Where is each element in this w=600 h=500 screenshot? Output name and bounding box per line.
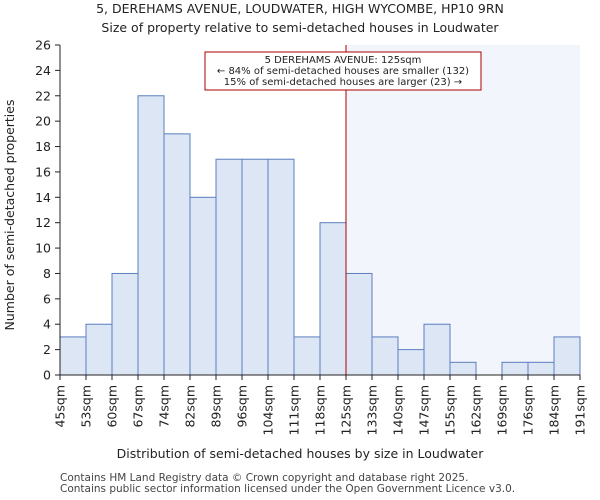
larger-region-background xyxy=(346,45,580,375)
bar-82sqm xyxy=(189,196,217,376)
bar-147sqm xyxy=(423,323,451,376)
y-tick-label-14: 14 xyxy=(35,190,51,205)
x-tick-label-104sqm: 104sqm xyxy=(261,385,276,435)
bar-125sqm xyxy=(345,272,373,376)
bar-60sqm xyxy=(111,272,139,376)
x-tick-label-125sqm: 125sqm xyxy=(339,385,354,435)
x-tick-label-184sqm: 184sqm xyxy=(547,385,562,435)
x-axis-ticks: 45sqm 53sqm 60sqm 67sqm 74sqm 82sqm 89sqm 96sqm… xyxy=(53,375,588,435)
x-tick-label-140sqm: 140sqm xyxy=(391,385,406,435)
y-tick-label-8: 8 xyxy=(43,266,51,281)
x-tick-label-118sqm: 118sqm xyxy=(313,385,328,435)
x-tick-label-155sqm: 155sqm xyxy=(443,385,458,435)
chart-title: 5, DEREHAMS AVENUE, LOUDWATER, HIGH WYCO… xyxy=(96,1,504,16)
x-tick-label-45sqm: 45sqm xyxy=(53,385,68,428)
x-tick-label-89sqm: 89sqm xyxy=(209,385,224,428)
x-tick-label-162sqm: 162sqm xyxy=(469,385,484,435)
bar-45sqm xyxy=(59,336,87,376)
x-tick-label-60sqm: 60sqm xyxy=(105,385,120,428)
footer-line-2: Contains public sector information licen… xyxy=(60,483,516,495)
y-tick-label-2: 2 xyxy=(43,342,51,357)
bar-74sqm xyxy=(163,133,191,376)
bar-155sqm xyxy=(449,361,477,376)
y-tick-label-20: 20 xyxy=(35,114,51,129)
x-tick-label-74sqm: 74sqm xyxy=(157,385,172,428)
footer-line-1: Contains HM Land Registry data © Crown c… xyxy=(60,472,469,484)
annotation-box: 5 DEREHAMS AVENUE: 125sqm ← 84% of semi-… xyxy=(204,51,482,91)
y-axis-label: Number of semi-detached properties xyxy=(2,100,17,331)
y-tick-label-16: 16 xyxy=(35,164,51,179)
bar-53sqm xyxy=(85,323,113,376)
bar-176sqm xyxy=(527,361,555,376)
x-tick-label-176sqm: 176sqm xyxy=(521,385,536,435)
annotation-line-2: ← 84% of semi-detached houses are smalle… xyxy=(217,66,469,77)
x-axis-label: Distribution of semi-detached houses by … xyxy=(117,446,485,461)
bar-118sqm xyxy=(319,222,347,376)
y-tick-label-6: 6 xyxy=(43,291,51,306)
bar-140sqm xyxy=(397,349,425,376)
x-tick-label-133sqm: 133sqm xyxy=(365,385,380,435)
bar-96sqm xyxy=(241,158,269,376)
x-tick-label-67sqm: 67sqm xyxy=(131,385,146,428)
bar-104sqm xyxy=(267,158,295,376)
y-tick-label-0: 0 xyxy=(43,368,51,383)
bar-89sqm xyxy=(215,158,243,376)
bar-133sqm xyxy=(371,336,399,376)
x-tick-label-191sqm: 191sqm xyxy=(573,385,588,435)
y-tick-label-4: 4 xyxy=(43,317,51,332)
x-tick-label-82sqm: 82sqm xyxy=(183,385,198,428)
chart-subtitle: Size of property relative to semi-detach… xyxy=(101,20,499,35)
y-tick-label-26: 26 xyxy=(35,38,51,53)
annotation-frame xyxy=(204,51,482,91)
bars xyxy=(59,95,581,376)
x-tick-label-147sqm: 147sqm xyxy=(417,385,432,435)
y-tick-label-24: 24 xyxy=(35,63,51,78)
x-tick-label-96sqm: 96sqm xyxy=(235,385,250,428)
bar-169sqm xyxy=(501,361,529,376)
bar-111sqm xyxy=(293,336,321,376)
y-tick-label-18: 18 xyxy=(35,139,51,154)
y-tick-label-10: 10 xyxy=(35,241,51,256)
bar-67sqm xyxy=(137,95,165,376)
y-tick-label-12: 12 xyxy=(35,215,51,230)
x-tick-label-169sqm: 169sqm xyxy=(495,385,510,435)
x-tick-label-53sqm: 53sqm xyxy=(79,385,94,428)
y-tick-label-22: 22 xyxy=(35,88,51,103)
annotation-line-1: 5 DEREHAMS AVENUE: 125sqm xyxy=(265,55,422,66)
bar-184sqm xyxy=(553,336,581,376)
annotation-line-3: 15% of semi-detached houses are larger (… xyxy=(224,77,462,88)
x-tick-label-111sqm: 111sqm xyxy=(287,385,302,435)
